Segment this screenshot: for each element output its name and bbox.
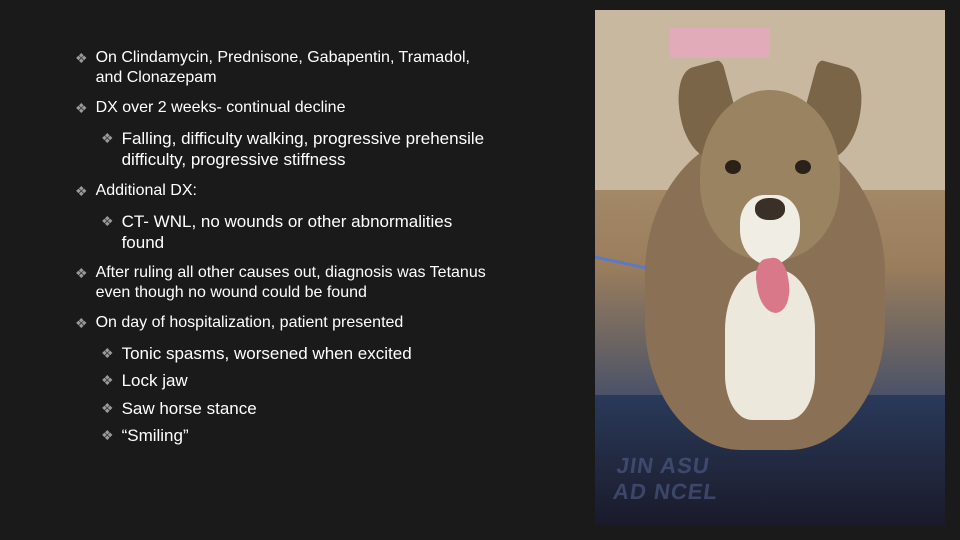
bullet-item: ❖ On Clindamycin, Prednisone, Gabapentin,… <box>75 48 495 88</box>
sub-bullet-item: ❖ Lock jaw <box>101 370 495 391</box>
diamond-bullet-icon: ❖ <box>101 345 114 363</box>
bullet-item: ❖ Additional DX: <box>75 181 495 201</box>
sub-bullet-item: ❖ CT- WNL, no wounds or other abnormaliti… <box>101 211 495 254</box>
sub-bullet-item: ❖ Falling, difficulty walking, progressiv… <box>101 128 495 171</box>
diamond-bullet-icon: ❖ <box>75 50 88 68</box>
sub-bullet-text: CT- WNL, no wounds or other abnormalitie… <box>122 211 495 254</box>
bullet-item: ❖ On day of hospitalization, patient pres… <box>75 313 495 333</box>
bullet-item: ❖ DX over 2 weeks- continual decline <box>75 98 495 118</box>
diamond-bullet-icon: ❖ <box>101 427 114 445</box>
diamond-bullet-icon: ❖ <box>101 130 114 148</box>
sub-bullet-item: ❖ Saw horse stance <box>101 398 495 419</box>
sub-bullet-item: ❖ Tonic spasms, worsened when excited <box>101 343 495 364</box>
diamond-bullet-icon: ❖ <box>75 100 88 118</box>
sub-bullet-list: ❖ Tonic spasms, worsened when excited❖Lo… <box>101 343 495 446</box>
bullet-text: DX over 2 weeks- continual decline <box>96 98 346 118</box>
bullet-text: On day of hospitalization, patient prese… <box>96 313 404 333</box>
sub-bullet-text: “Smiling” <box>122 425 189 446</box>
sub-bullet-item: ❖ “Smiling” <box>101 425 495 446</box>
sub-bullet-text: Tonic spasms, worsened when excited <box>122 343 412 364</box>
bullet-text: On Clindamycin, Prednisone, Gabapentin, … <box>96 48 495 88</box>
diamond-bullet-icon: ❖ <box>75 315 88 333</box>
diamond-bullet-icon: ❖ <box>75 183 88 201</box>
sub-bullet-text: Saw horse stance <box>122 398 257 419</box>
bullet-text: Additional DX: <box>96 181 197 201</box>
diamond-bullet-icon: ❖ <box>101 400 114 418</box>
diamond-bullet-icon: ❖ <box>101 372 114 390</box>
diamond-bullet-icon: ❖ <box>101 213 114 231</box>
sub-bullet-list: ❖ Falling, difficulty walking, progressiv… <box>101 128 495 171</box>
sub-bullet-text: Falling, difficulty walking, progressive… <box>122 128 495 171</box>
dog-photo: JIN ASUAD NCEL <box>595 10 945 525</box>
sub-bullet-text: Lock jaw <box>122 370 188 391</box>
bullet-list-container: ❖ On Clindamycin, Prednisone, Gabapentin,… <box>75 48 495 456</box>
sub-bullet-list: ❖ CT- WNL, no wounds or other abnormaliti… <box>101 211 495 254</box>
diamond-bullet-icon: ❖ <box>75 265 88 283</box>
bullet-text: After ruling all other causes out, diagn… <box>96 263 495 303</box>
bullet-item: ❖ After ruling all other causes out, diag… <box>75 263 495 303</box>
